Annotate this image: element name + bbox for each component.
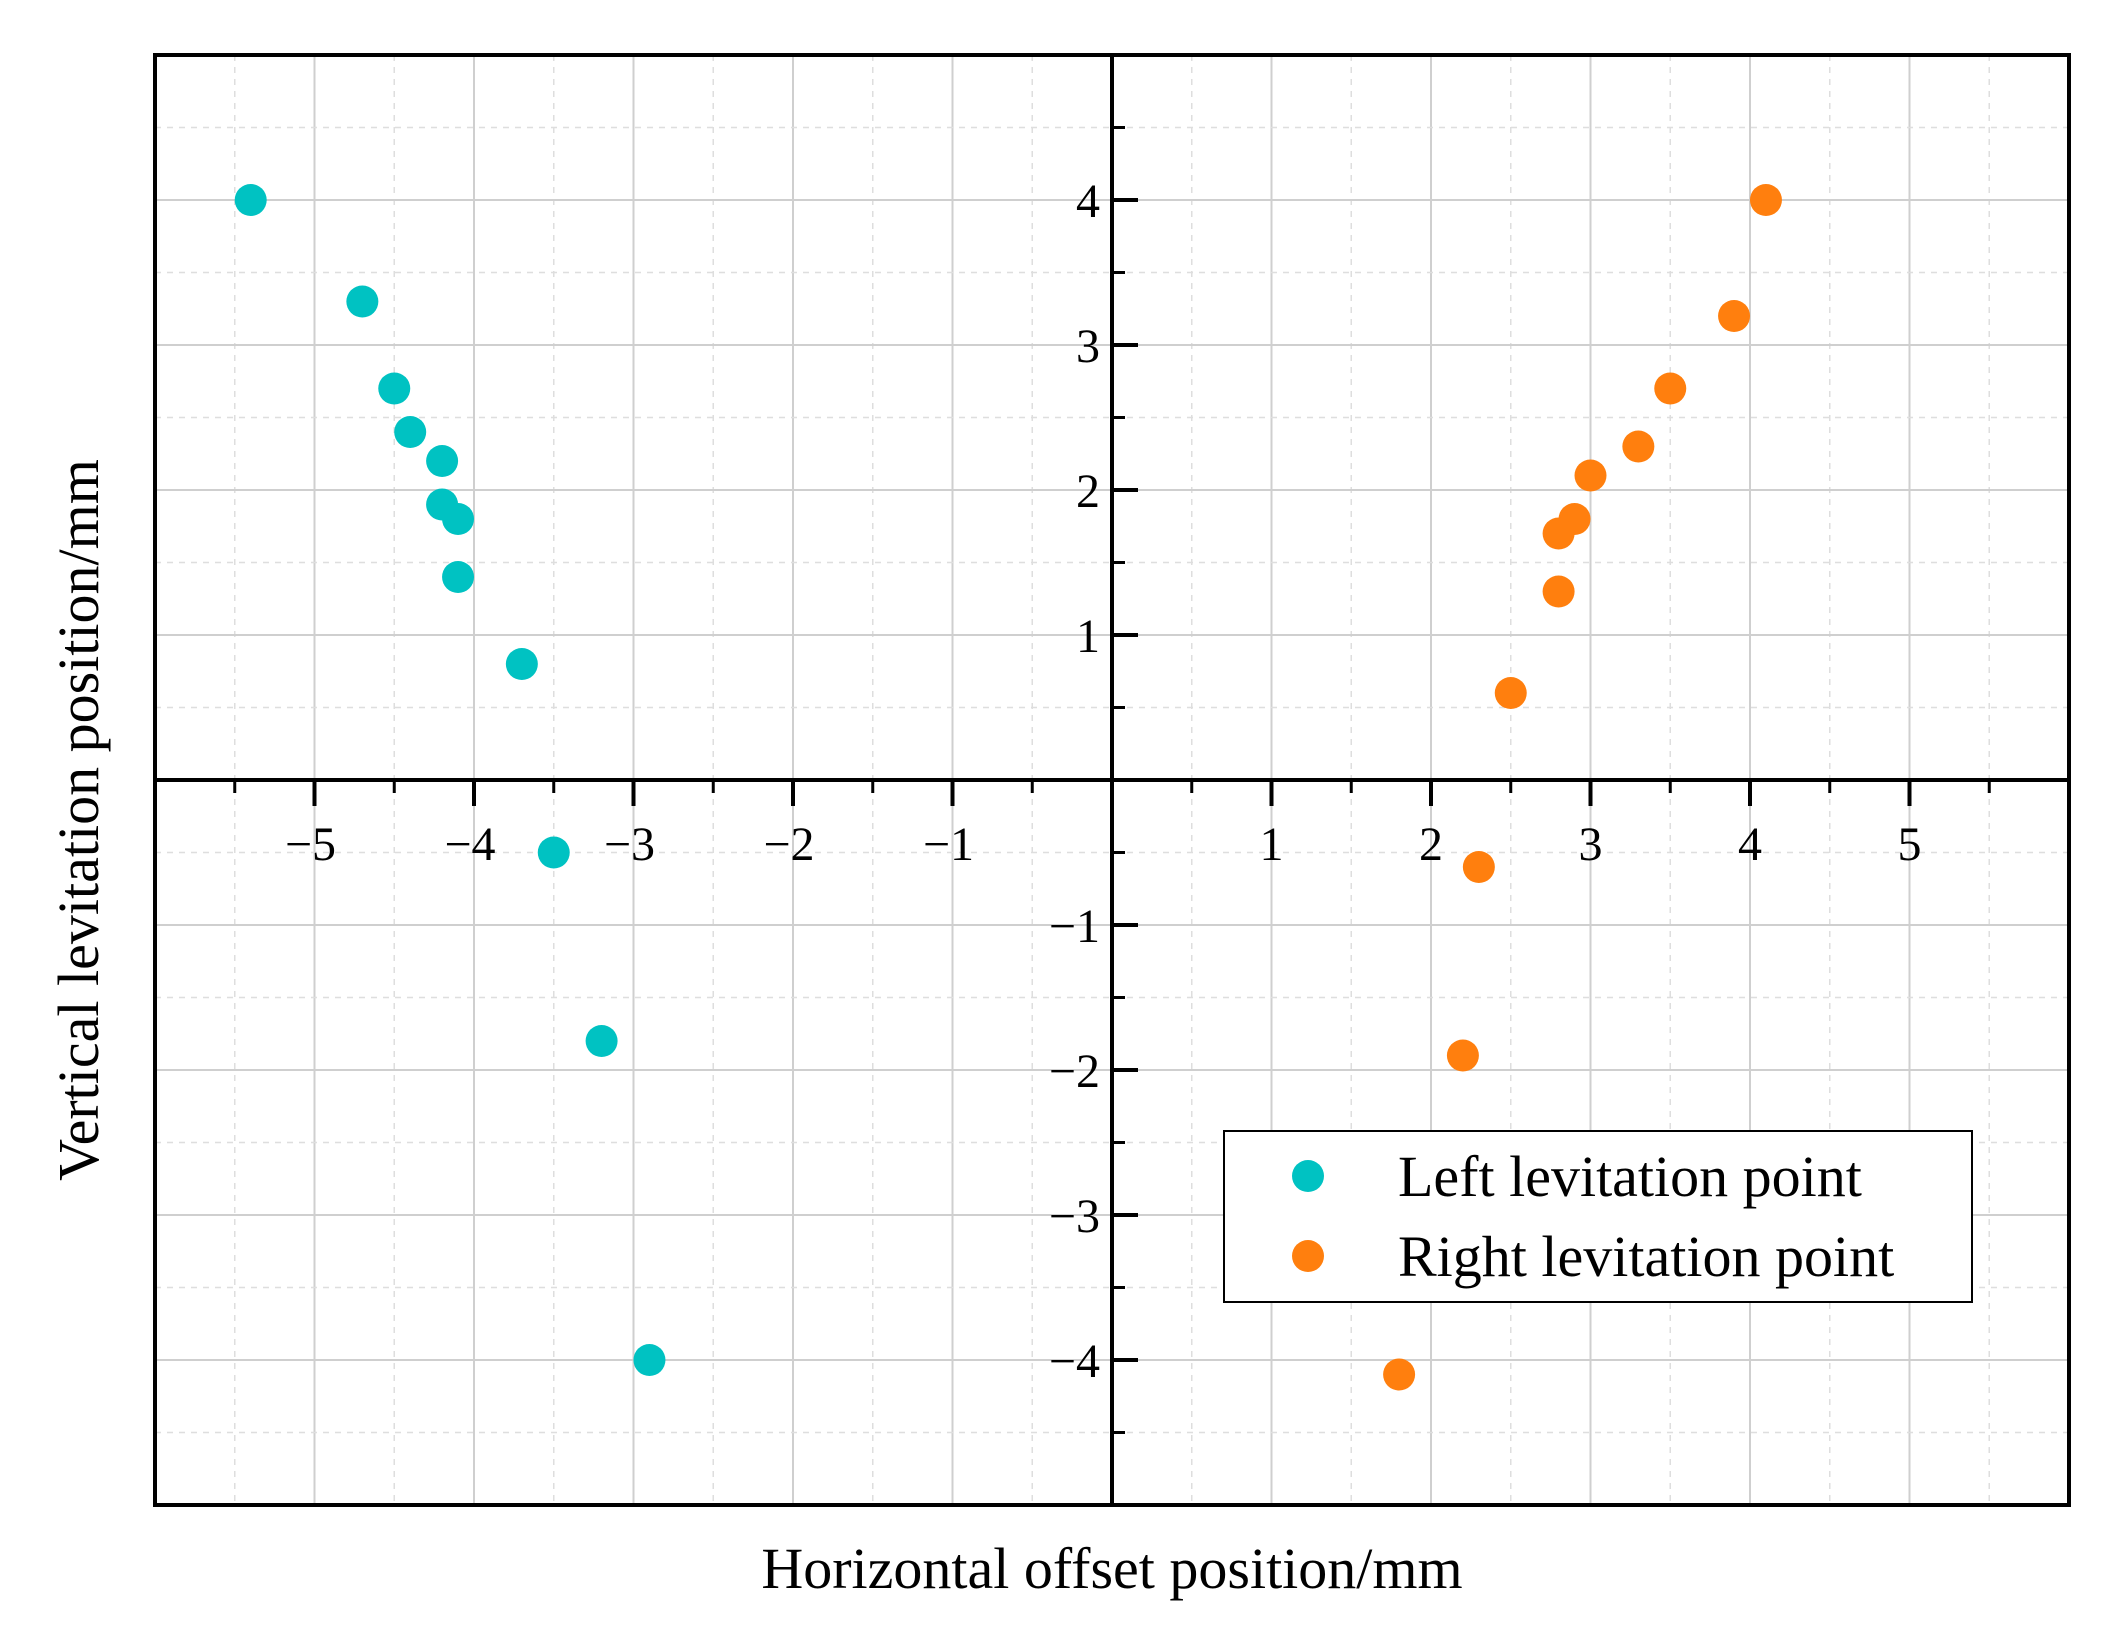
x-tick-label: −5 [285,818,336,871]
legend-box [1223,1130,1973,1303]
x-tick-label: 1 [1260,818,1284,871]
data-point-left-levitation [394,416,427,448]
x-tick-label: 5 [1898,818,1922,871]
y-tick-label: −3 [1049,1190,1100,1243]
data-point-left-levitation [505,648,538,680]
y-tick-label: 4 [1076,175,1100,228]
x-tick-label: −3 [604,818,655,871]
data-point-right-levitation [1462,851,1495,883]
data-point-right-levitation [1574,459,1607,492]
y-tick-label: 1 [1076,610,1100,663]
legend-label-right-levitation-point: Right levitation point [1398,1224,1894,1289]
data-point-right-levitation [1542,575,1575,608]
axis-ticks: −5 −4 −3 −2 −1 1 2 3 4 5 4 3 2 1 −1 −2 −3 −4 [233,126,1991,1434]
data-point-left-levitation [633,1344,666,1376]
data-point-right-levitation [1749,184,1782,216]
data-point-left-levitation [537,836,570,869]
x-tick-label: 2 [1419,818,1443,871]
data-point-left-levitation [346,285,379,318]
data-point-left-levitation [426,445,459,477]
legend: Left levitation point Right levitation p… [1223,1130,1973,1303]
data-point-right-levitation [1446,1039,1479,1072]
y-axis-title: Vertical levitation position/mm [46,459,111,1181]
data-point-right-levitation [1654,372,1687,405]
data-points [234,184,1782,1391]
data-point-right-levitation [1718,300,1751,332]
y-tick-label: −1 [1049,900,1100,953]
legend-marker-right-levitation-point [1292,1240,1324,1272]
legend-label-left-levitation-point: Left levitation point [1398,1144,1862,1209]
data-point-right-levitation [1383,1358,1416,1391]
y-tick-label: −2 [1049,1045,1100,1098]
data-point-right-levitation [1622,430,1655,463]
x-tick-label: 4 [1738,818,1762,871]
data-point-left-levitation [378,372,411,405]
data-point-left-levitation [442,561,475,593]
data-point-left-levitation [442,503,475,535]
x-axis-title: Horizontal offset position/mm [761,1536,1462,1601]
data-point-right-levitation [1542,517,1575,550]
x-tick-label: −2 [763,818,814,871]
data-point-right-levitation [1494,677,1527,709]
x-tick-label: −4 [444,818,495,871]
y-tick-label: 3 [1076,320,1100,373]
y-tick-label: −4 [1049,1335,1100,1388]
data-point-left-levitation [234,184,267,216]
x-tick-label: −1 [923,818,974,871]
y-tick-label: 2 [1076,465,1100,518]
x-tick-label: 3 [1579,818,1603,871]
legend-marker-left-levitation-point [1292,1160,1324,1192]
data-point-left-levitation [585,1025,618,1057]
plot-frame [153,53,2071,1507]
